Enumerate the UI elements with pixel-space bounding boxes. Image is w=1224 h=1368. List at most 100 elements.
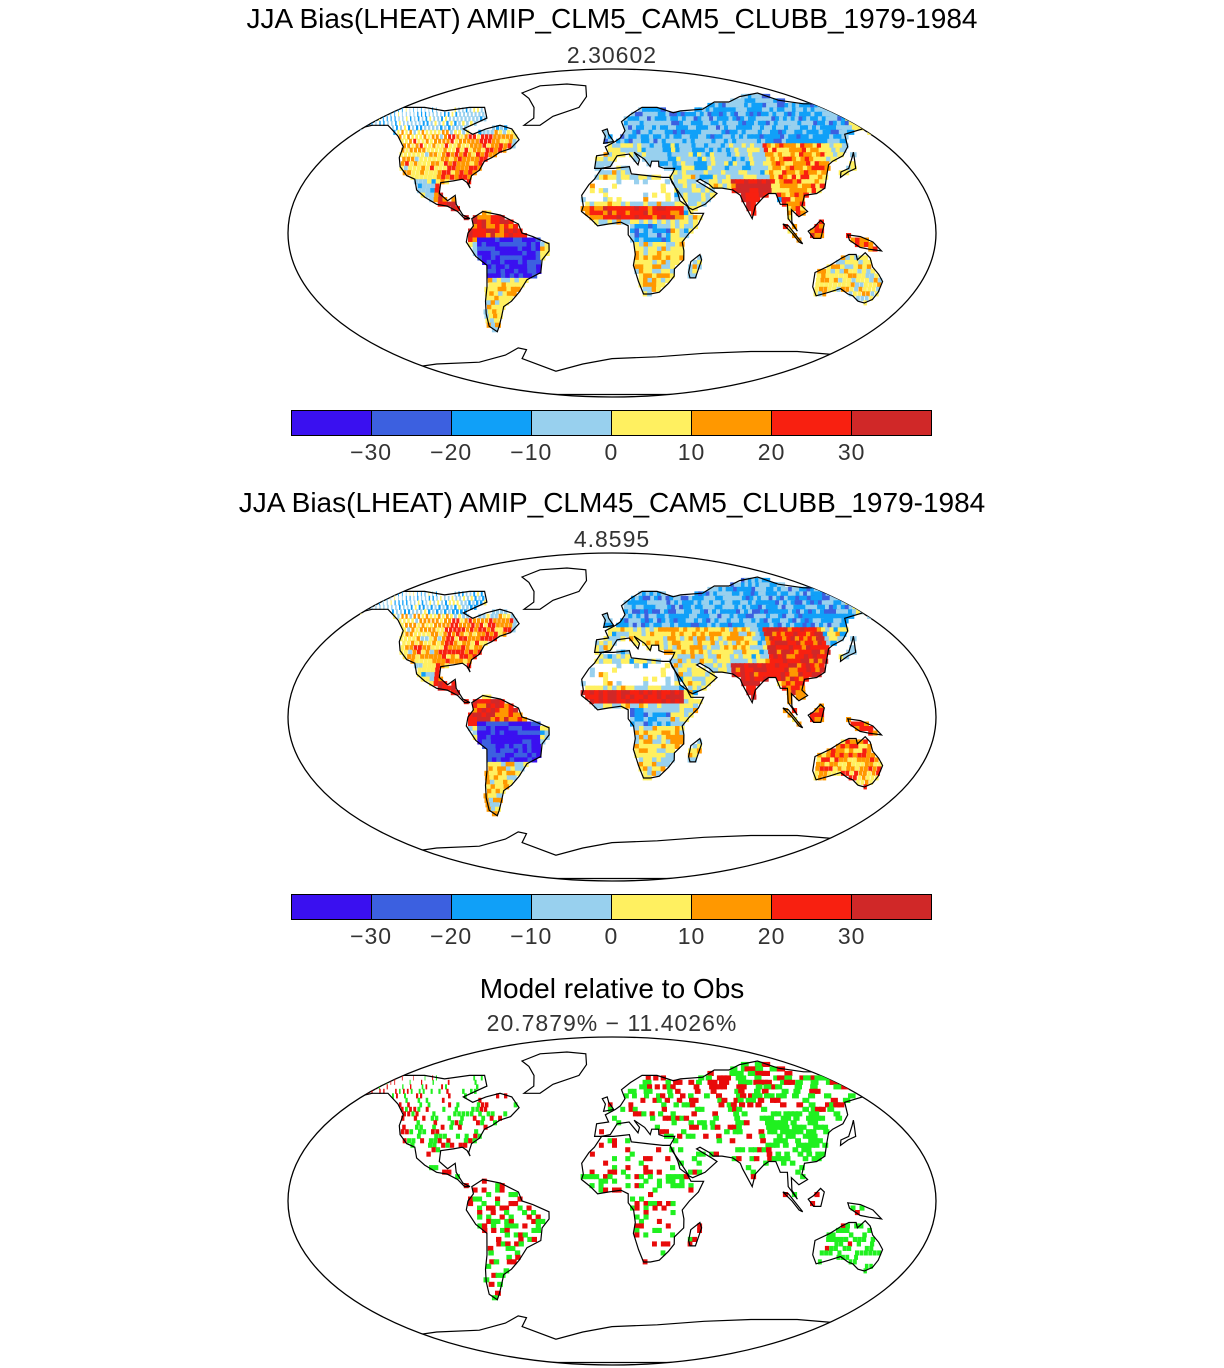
map-grid-cell (656, 694, 662, 700)
map-grid-cell (712, 1111, 718, 1117)
map-grid-cell (675, 1088, 681, 1094)
map-grid-cell (448, 116, 451, 122)
map-grid-cell (709, 116, 716, 122)
map-grid-cell (680, 609, 686, 615)
map-grid-cell (810, 1115, 817, 1121)
map-grid-cell (751, 147, 758, 153)
map-grid-cell (821, 1124, 829, 1130)
map-grid-cell (861, 268, 867, 274)
map-grid-cell (644, 618, 650, 624)
map-grid-cell (642, 663, 648, 669)
map-grid-cell (726, 183, 733, 189)
map-grid-cell (607, 161, 613, 167)
map-grid-cell (722, 604, 729, 610)
map-grid-cell (729, 165, 735, 171)
map-grid-cell (594, 685, 600, 691)
map-grid-cell (641, 1111, 647, 1117)
map-grid-cell (656, 282, 661, 288)
map-grid-cell (481, 237, 487, 243)
map-grid-cell (863, 739, 868, 745)
map-grid-cell (494, 779, 500, 785)
map-grid-cell (864, 609, 872, 615)
map-grid-cell (647, 268, 653, 274)
map-grid-cell (647, 743, 653, 749)
map-grid-cell (664, 125, 670, 131)
map-grid-cell (510, 129, 515, 135)
map-grid-cell (383, 1088, 385, 1094)
map-grid-cell (688, 1120, 694, 1126)
map-grid-cell (616, 147, 622, 153)
map-grid-cell (860, 120, 869, 126)
map-grid-cell (821, 120, 829, 126)
map-grid-cell (624, 129, 629, 135)
map-grid-cell (656, 210, 662, 216)
map-grid-cell (407, 1138, 412, 1144)
map-grid-cell (736, 1070, 744, 1076)
map-grid-cell (621, 215, 627, 221)
map-grid-cell (763, 116, 771, 122)
map-grid-cell (477, 242, 483, 248)
map-grid-cell (733, 627, 740, 633)
map-grid-cell (773, 120, 781, 126)
map-grid-cell (375, 107, 377, 113)
map-grid-cell (780, 1079, 788, 1085)
map-grid-cell (477, 591, 479, 597)
map-grid-cell (683, 631, 690, 637)
map-grid-cell (481, 739, 488, 745)
map-grid-cell (804, 125, 812, 131)
map-grid-cell (465, 591, 468, 597)
map-grid-cell (665, 595, 671, 601)
map-grid-cell (616, 206, 622, 212)
map-grid-cell (768, 147, 775, 153)
map-grid-cell (705, 681, 711, 687)
map-grid-cell (674, 600, 680, 606)
map-grid-cell (715, 595, 722, 601)
map-grid-cell (783, 663, 790, 669)
map-grid-cell (638, 748, 644, 754)
map-grid-cell (663, 156, 669, 162)
map-grid-cell (697, 739, 703, 745)
map-grid-cell (779, 667, 786, 673)
map-grid-cell (711, 645, 717, 651)
map-grid-cell (660, 273, 666, 279)
map-grid-cell (693, 613, 699, 619)
map-grid-cell (607, 645, 613, 651)
map-grid-cell (430, 672, 435, 678)
map-grid-cell (651, 761, 657, 767)
map-grid-cell (846, 766, 851, 772)
map-grid-cell (652, 613, 658, 619)
map-grid-cell (526, 721, 532, 727)
coastline-eurasia (593, 92, 895, 232)
map-grid-cell (759, 618, 766, 624)
map-grid-cell (676, 613, 683, 619)
coastline-japan (839, 152, 857, 179)
map-grid-cell (507, 143, 512, 149)
map-grid-cell (363, 120, 365, 126)
map-grid-cell (634, 703, 640, 709)
map-grid-cell (523, 273, 529, 279)
map-grid-cell (857, 752, 862, 758)
map-grid-cell (765, 120, 773, 126)
map-grid-cell (709, 591, 716, 597)
map-grid-cell (463, 170, 468, 176)
map-grid-cell (756, 658, 763, 664)
map-grid-cell (430, 667, 436, 673)
map-grid-cell (757, 640, 764, 646)
map-grid-cell (504, 125, 508, 131)
map-grid-cell (651, 770, 657, 776)
map-grid-cell (623, 604, 629, 610)
map-grid-cell (499, 717, 505, 723)
map-grid-cell (481, 210, 487, 216)
map-grid-cell (469, 627, 474, 633)
map-grid-cell (872, 120, 881, 126)
map-grid-cell (490, 143, 495, 149)
map-grid-cell (816, 609, 824, 615)
map-grid-cell (811, 165, 818, 171)
map-grid-cell (441, 170, 446, 176)
map-grid-cell (765, 622, 772, 628)
map-grid-cell (642, 1079, 648, 1085)
map-grid-cell (753, 156, 760, 162)
map-grid-cell (416, 1093, 419, 1099)
map-grid-cell (710, 640, 717, 646)
map-grid-cell (665, 206, 671, 212)
